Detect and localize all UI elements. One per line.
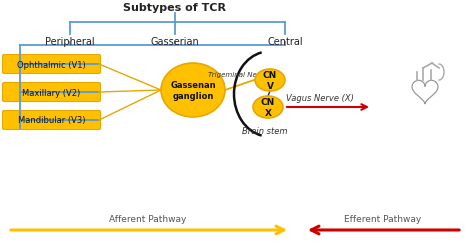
Text: Vagus Nerve (X): Vagus Nerve (X) (286, 94, 354, 103)
Text: Afferent Pathway: Afferent Pathway (109, 214, 187, 223)
Text: Trigeminal Nerve (V): Trigeminal Nerve (V) (208, 71, 280, 78)
Ellipse shape (253, 97, 283, 118)
Text: Central: Central (267, 37, 303, 47)
Text: Peripheral: Peripheral (45, 37, 95, 47)
Text: Brain stem: Brain stem (242, 127, 288, 136)
Ellipse shape (161, 64, 225, 117)
Text: Gassenan
ganglion: Gassenan ganglion (170, 81, 216, 100)
Text: Mandibular (V3): Mandibular (V3) (18, 116, 85, 125)
Text: Efferent Pathway: Efferent Pathway (345, 214, 422, 223)
Text: Subtypes of TCR: Subtypes of TCR (124, 3, 227, 13)
Text: CN
X: CN X (261, 98, 275, 117)
FancyBboxPatch shape (2, 55, 100, 74)
Text: Ophthalmic (V1): Ophthalmic (V1) (17, 60, 86, 69)
FancyBboxPatch shape (2, 111, 100, 130)
Text: Maxillary (V2): Maxillary (V2) (22, 88, 81, 97)
Text: Gasserian: Gasserian (151, 37, 200, 47)
Ellipse shape (255, 70, 285, 92)
FancyBboxPatch shape (2, 83, 100, 102)
Text: CN
V: CN V (263, 71, 277, 90)
